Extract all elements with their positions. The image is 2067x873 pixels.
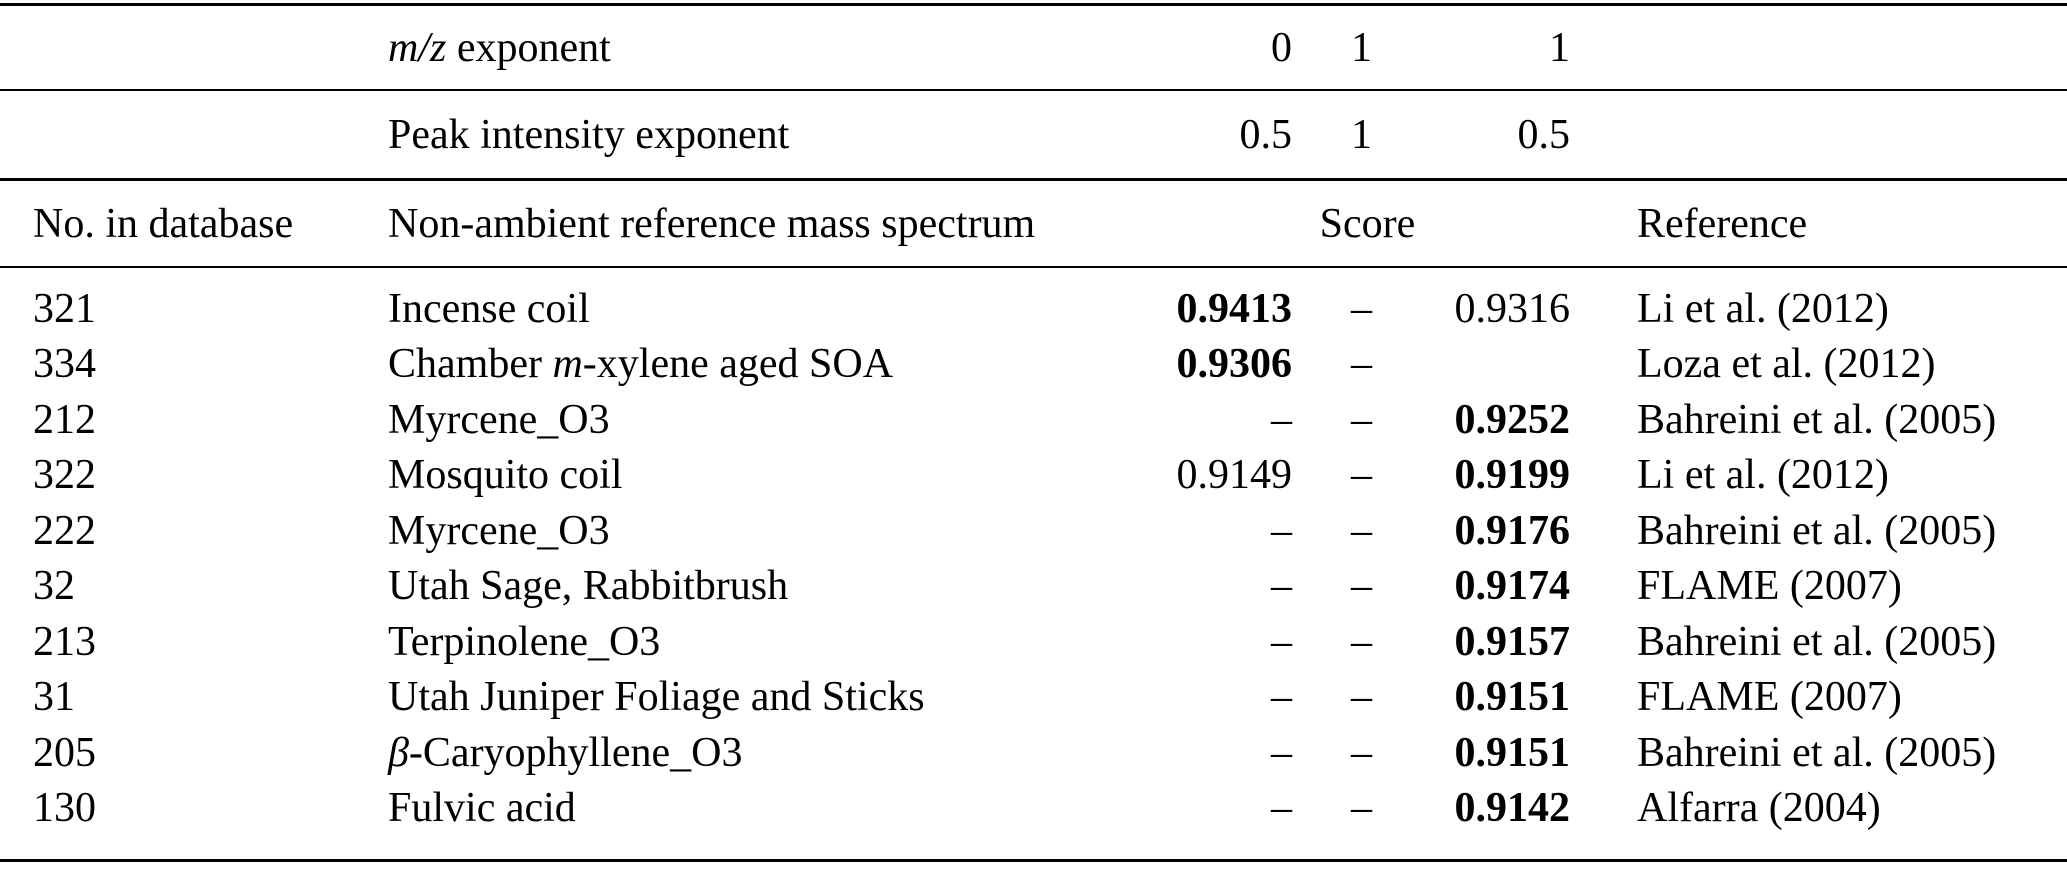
row-score-2: – bbox=[1351, 618, 1372, 665]
row-reference: Li et al. (2012) bbox=[1637, 452, 1889, 499]
row-score-1: – bbox=[1271, 729, 1292, 776]
table-row: 321 Incense coil 0.9413 – 0.9316 Li et al. (2… bbox=[0, 281, 2067, 337]
row-spectrum-name: Chamber m-xylene aged SOA bbox=[388, 341, 894, 388]
row-score-1: – bbox=[1271, 618, 1292, 665]
table-header-rule bbox=[0, 266, 2067, 268]
row-score-2: – bbox=[1351, 285, 1372, 332]
row-spectrum-name: Fulvic acid bbox=[388, 785, 576, 832]
row-no-in-database: 212 bbox=[33, 396, 96, 443]
row-score-3: 0.9151 bbox=[1454, 674, 1571, 721]
table-row: 222 Myrcene_O3 – – 0.9176 Bahreini et al. (20… bbox=[0, 503, 2067, 559]
row-no-in-database: 31 bbox=[33, 674, 75, 721]
row-reference: Alfarra (2004) bbox=[1637, 785, 1881, 832]
table-row: 130 Fulvic acid – – 0.9142 Alfarra (2004) bbox=[0, 781, 2067, 837]
row-spectrum-name: Terpinolene_O3 bbox=[388, 618, 661, 665]
row-reference: Bahreini et al. (2005) bbox=[1637, 396, 1997, 443]
row-score-3: 0.9252 bbox=[1454, 396, 1571, 443]
row-no-in-database: 205 bbox=[33, 729, 96, 776]
row-score-3: 0.9151 bbox=[1454, 729, 1571, 776]
mz-exponent-value-1: 0 bbox=[1271, 24, 1292, 71]
row-spectrum-name: Myrcene_O3 bbox=[388, 396, 610, 443]
row-spectrum-name: β-Caryophyllene_O3 bbox=[388, 729, 743, 776]
row-spectrum-name: Incense coil bbox=[388, 285, 590, 332]
table-top-rule bbox=[0, 3, 2067, 6]
table-row: 212 Myrcene_O3 – – 0.9252 Bahreini et al. (20… bbox=[0, 392, 2067, 448]
peak-intensity-exponent-row: Peak intensity exponent 0.5 1 0.5 bbox=[0, 91, 2067, 178]
col-header-score: Score bbox=[1319, 200, 1416, 247]
col-header-no-in-database: No. in database bbox=[33, 200, 294, 247]
row-reference: Bahreini et al. (2005) bbox=[1637, 507, 1997, 554]
row-score-2: – bbox=[1351, 507, 1372, 554]
row-score-1: – bbox=[1271, 674, 1292, 721]
col-header-reference: Reference bbox=[1637, 200, 1808, 247]
mz-exponent-value-2: 1 bbox=[1351, 24, 1372, 71]
row-score-3: 0.9157 bbox=[1454, 618, 1571, 665]
row-no-in-database: 222 bbox=[33, 507, 96, 554]
table-mid-rule-2 bbox=[0, 178, 2067, 181]
table-header-row: No. in database Non-ambient reference ma… bbox=[0, 181, 2067, 266]
row-reference: Li et al. (2012) bbox=[1637, 285, 1889, 332]
row-reference: Loza et al. (2012) bbox=[1637, 341, 1936, 388]
row-score-2: – bbox=[1351, 674, 1372, 721]
mz-exponent-value-3: 1 bbox=[1549, 24, 1570, 71]
col-header-spectrum: Non-ambient reference mass spectrum bbox=[388, 200, 1036, 247]
row-score-3: 0.9176 bbox=[1454, 507, 1571, 554]
table-row: 31 Utah Juniper Foliage and Sticks – – 0.915… bbox=[0, 670, 2067, 726]
row-score-3: 0.9316 bbox=[1454, 285, 1571, 332]
mz-exponent-row: m/z exponent 0 1 1 bbox=[0, 6, 2067, 89]
row-no-in-database: 322 bbox=[33, 452, 96, 499]
peak-intensity-exponent-value-2: 1 bbox=[1351, 111, 1372, 158]
row-score-2: – bbox=[1351, 729, 1372, 776]
table-row: 213 Terpinolene_O3 – – 0.9157 Bahreini et al.… bbox=[0, 614, 2067, 670]
row-score-3: 0.9199 bbox=[1454, 452, 1571, 499]
row-score-2: – bbox=[1351, 452, 1372, 499]
table-row: 32 Utah Sage, Rabbitbrush – – 0.9174 FLAME (2… bbox=[0, 559, 2067, 615]
row-reference: Bahreini et al. (2005) bbox=[1637, 618, 1997, 665]
row-score-1: – bbox=[1271, 563, 1292, 610]
mz-exponent-label: m/z exponent bbox=[388, 24, 611, 71]
row-no-in-database: 130 bbox=[33, 785, 96, 832]
row-score-2: – bbox=[1351, 341, 1372, 388]
peak-intensity-exponent-value-3: 0.5 bbox=[1517, 111, 1571, 158]
row-no-in-database: 334 bbox=[33, 341, 96, 388]
peak-intensity-exponent-label: Peak intensity exponent bbox=[388, 111, 790, 158]
row-score-1: – bbox=[1271, 507, 1292, 554]
peak-intensity-exponent-value-1: 0.5 bbox=[1239, 111, 1293, 158]
table-body: 321 Incense coil 0.9413 – 0.9316 Li et al. (2… bbox=[0, 268, 2067, 859]
row-spectrum-name: Utah Juniper Foliage and Sticks bbox=[388, 674, 925, 721]
row-reference: FLAME (2007) bbox=[1637, 674, 1902, 721]
row-score-3: 0.9174 bbox=[1454, 563, 1571, 610]
row-score-1: 0.9149 bbox=[1176, 452, 1293, 499]
row-reference: Bahreini et al. (2005) bbox=[1637, 729, 1997, 776]
row-spectrum-name: Mosquito coil bbox=[388, 452, 623, 499]
row-no-in-database: 213 bbox=[33, 618, 96, 665]
row-score-1: 0.9413 bbox=[1176, 285, 1293, 332]
table-row: 334 Chamber m-xylene aged SOA 0.9306 – Loza … bbox=[0, 337, 2067, 393]
row-spectrum-name: Utah Sage, Rabbitbrush bbox=[388, 563, 789, 610]
row-no-in-database: 32 bbox=[33, 563, 75, 610]
table-row: 322 Mosquito coil 0.9149 – 0.9199 Li et al. (… bbox=[0, 448, 2067, 504]
row-spectrum-name: Myrcene_O3 bbox=[388, 507, 610, 554]
row-no-in-database: 321 bbox=[33, 285, 96, 332]
row-score-3: 0.9142 bbox=[1454, 785, 1571, 832]
row-score-1: 0.9306 bbox=[1176, 341, 1293, 388]
row-score-2: – bbox=[1351, 785, 1372, 832]
row-score-2: – bbox=[1351, 396, 1372, 443]
table-bottom-rule bbox=[0, 859, 2067, 862]
table-mid-rule-1 bbox=[0, 89, 2067, 91]
table-row: 205 β-Caryophyllene_O3 – – 0.9151 Bahreini et… bbox=[0, 725, 2067, 781]
row-reference: FLAME (2007) bbox=[1637, 563, 1902, 610]
row-score-2: – bbox=[1351, 563, 1372, 610]
row-score-1: – bbox=[1271, 785, 1292, 832]
row-score-1: – bbox=[1271, 396, 1292, 443]
